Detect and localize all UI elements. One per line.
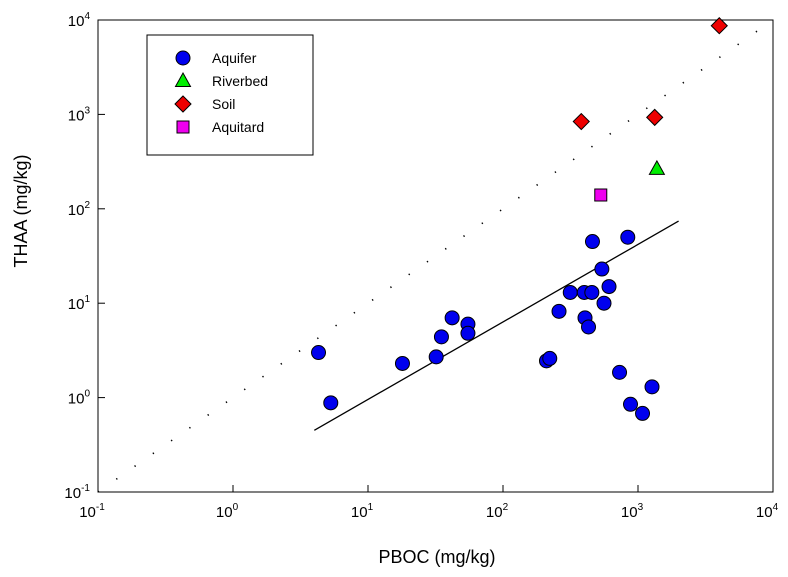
legend-label-riverbed: Riverbed — [212, 73, 268, 89]
points-layer — [311, 17, 728, 421]
aquifer-point — [460, 325, 476, 341]
x-tick-label: 103 — [621, 502, 644, 521]
x-tick-label: 104 — [756, 502, 779, 521]
aquifer-point — [594, 261, 610, 277]
plot-frame — [97, 19, 774, 493]
aquifer-point — [444, 310, 460, 326]
soil-point — [710, 17, 728, 35]
aquifer-point — [596, 295, 612, 311]
aquifer-point — [584, 284, 600, 300]
y-tick-label: 102 — [68, 200, 91, 219]
aquifer-point — [542, 350, 558, 366]
y-tick-label: 101 — [68, 294, 91, 313]
aquifer-point — [644, 379, 660, 395]
aquifer-point — [562, 284, 578, 300]
legend-items: Aquifer Riverbed Soil Aquitard — [174, 50, 268, 135]
soil-point — [646, 108, 664, 127]
legend: Aquifer Riverbed Soil Aquitard — [146, 34, 314, 156]
x-tick-label: 101 — [351, 502, 374, 521]
regression-line — [313, 220, 679, 431]
x-tick-label: 100 — [216, 502, 239, 521]
aquifer-point — [311, 345, 327, 361]
legend-marker-aquitard — [176, 120, 190, 134]
x-axis-title: PBOC (mg/kg) — [378, 547, 495, 567]
legend-marker-aquifer — [175, 50, 191, 66]
legend-label-aquitard: Aquitard — [212, 119, 264, 135]
legend-marker-riverbed — [174, 71, 192, 87]
legend-box — [146, 34, 314, 156]
y-tick-label: 104 — [68, 11, 91, 30]
aquifer-point — [601, 279, 617, 295]
legend-label-soil: Soil — [212, 96, 235, 112]
aquifer-point — [433, 329, 449, 345]
aquitard-point — [594, 188, 608, 202]
y-tick-label: 10-1 — [64, 483, 90, 502]
aquifer-point — [635, 405, 651, 421]
aquifer-point — [394, 355, 410, 371]
lines-layer — [97, 19, 774, 493]
aquifer-point — [620, 229, 636, 245]
y-axis-title: THAA (mg/kg) — [11, 154, 31, 267]
legend-marker-soil — [174, 95, 192, 113]
soil-point — [572, 112, 590, 131]
legend-label-aquifer: Aquifer — [212, 50, 257, 66]
aquifer-point — [623, 396, 639, 412]
ticks-layer: 10-1 100 101 102 103 104 10-1 100 101 102 103 104 — [64, 11, 778, 521]
x-tick-label: 10-1 — [79, 502, 105, 521]
aquifer-point — [612, 364, 628, 380]
aquifer-point — [323, 395, 339, 411]
y-tick-label: 103 — [68, 105, 91, 124]
aquifer-point — [581, 319, 597, 335]
aquifer-point — [551, 303, 567, 319]
aquifer-point — [428, 349, 444, 365]
y-tick-label: 100 — [68, 389, 91, 408]
aquifer-point — [584, 234, 600, 250]
x-tick-label: 102 — [486, 502, 509, 521]
riverbed-point — [648, 159, 666, 175]
